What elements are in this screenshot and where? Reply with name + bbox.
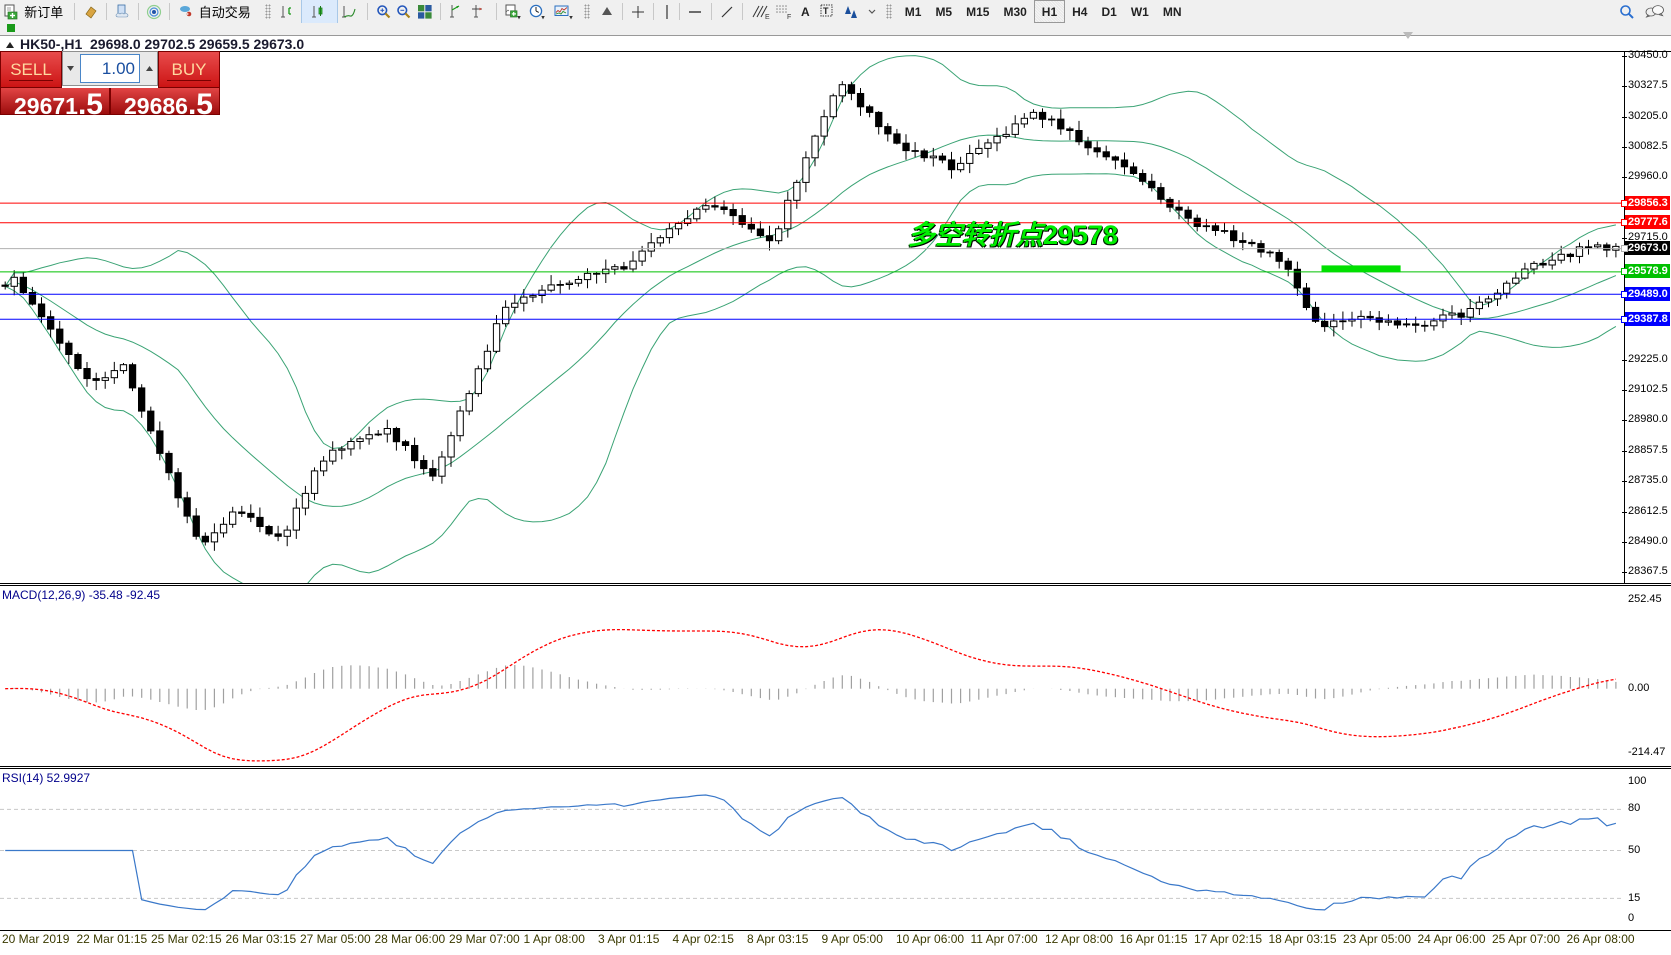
svg-text:▾: ▾ xyxy=(542,14,546,20)
svg-text:T: T xyxy=(823,6,829,16)
svg-text:F: F xyxy=(787,14,791,20)
svg-text:A: A xyxy=(801,5,810,19)
svg-text:▾: ▾ xyxy=(517,14,521,20)
svg-text:E: E xyxy=(765,14,770,20)
svg-text:▾: ▾ xyxy=(569,14,573,20)
